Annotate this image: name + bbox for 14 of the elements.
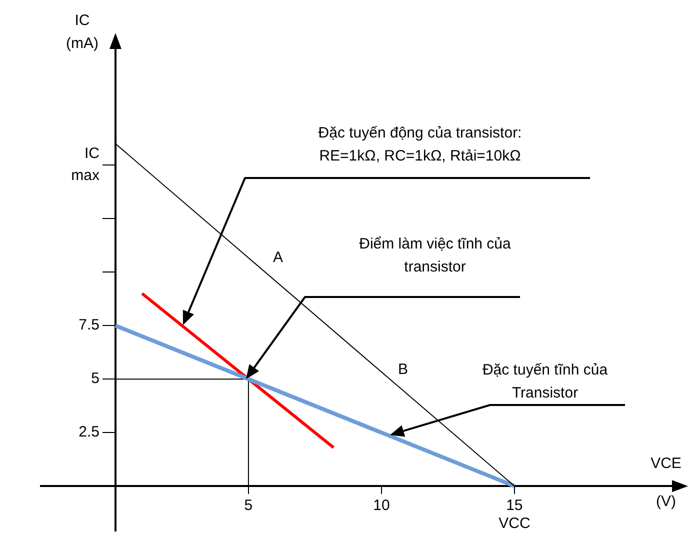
annotation: A bbox=[272, 249, 284, 266]
y-tick-label: 7.5 bbox=[78, 316, 100, 334]
x-tick-label: 15 VCC bbox=[498, 497, 530, 532]
y-tick-label: 2.5 bbox=[78, 424, 100, 441]
annotation: Đặc tuyến động của transistor: RE=1kΩ, RC=1kΩ, Rtải=10kΩ bbox=[318, 124, 522, 165]
y-axis-title: IC (mA) bbox=[66, 12, 98, 52]
x-tick-label: 5 bbox=[244, 497, 253, 514]
y-tick-label: IC max bbox=[71, 145, 100, 184]
x-tick-label: 10 bbox=[373, 497, 390, 514]
text: VCE (V) bbox=[650, 455, 682, 510]
y-tick-label: 5 bbox=[91, 370, 100, 388]
annotation: B bbox=[398, 361, 408, 378]
annotation: Đặc tuyến tĩnh của Transistor bbox=[482, 362, 608, 402]
annotation: Điểm làm việc tĩnh của transistor bbox=[359, 236, 512, 276]
